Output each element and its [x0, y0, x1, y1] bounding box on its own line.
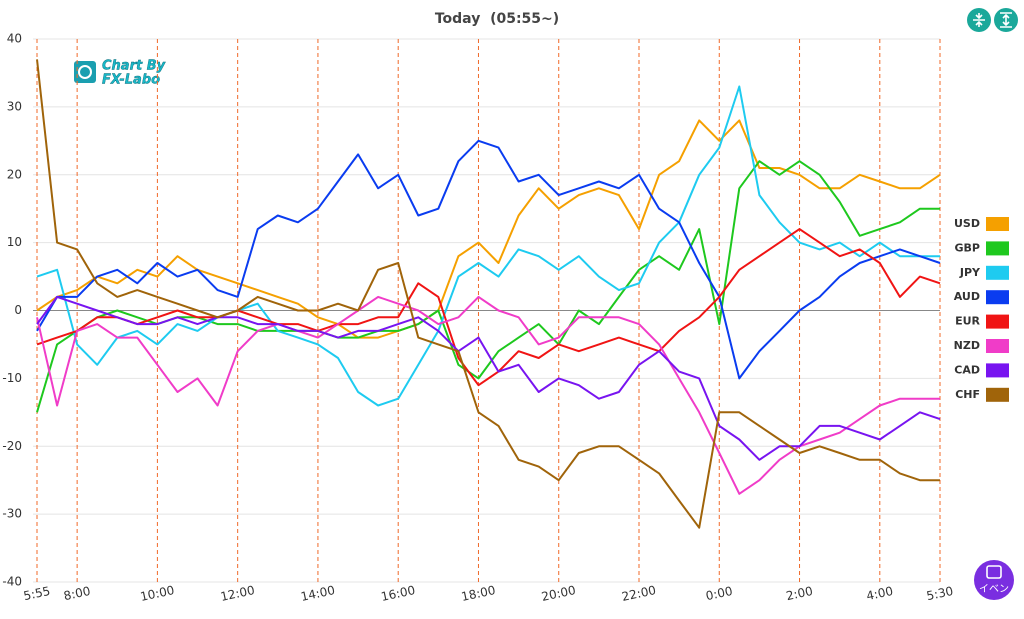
series-line	[36, 228, 941, 387]
series-line	[36, 85, 940, 407]
watermark-text: Chart By	[102, 59, 166, 74]
legend: USD GBP JPY AUD EUR NZD CAD CHF	[954, 217, 1009, 402]
legend-swatch	[986, 290, 1009, 305]
x-tick-label: 20:00	[540, 583, 577, 604]
y-tick-label: 10	[7, 235, 22, 249]
x-tick-label: 16:00	[380, 583, 417, 604]
event-button-label: イベン	[979, 583, 1009, 595]
x-tick-label: 14:00	[299, 583, 336, 604]
y-tick-label: -10	[2, 371, 22, 385]
x-tick-label: 10:00	[139, 583, 176, 604]
x-tick-label: 5:55	[22, 584, 51, 603]
legend-label: GBP	[955, 241, 980, 254]
legend-label: NZD	[954, 339, 980, 352]
series-line	[36, 295, 940, 495]
watermark-logo	[74, 61, 96, 83]
legend-label: CAD	[954, 363, 980, 376]
legend-swatch	[986, 387, 1009, 402]
watermark-logo-icon	[78, 65, 92, 79]
legend-swatch	[986, 339, 1009, 353]
y-tick-label: 40	[7, 32, 22, 46]
y-tick-label: 0	[14, 303, 22, 317]
chart-title: Today (05:55~)	[435, 11, 559, 27]
legend-label: JPY	[959, 266, 981, 279]
x-tick-label: 2:00	[785, 584, 814, 603]
legend-swatch	[986, 241, 1009, 256]
x-tick-label: 18:00	[460, 583, 497, 604]
grid	[33, 38, 941, 583]
x-tick-label: 0:00	[705, 584, 734, 603]
legend-label: CHF	[955, 388, 980, 401]
legend-swatch	[986, 363, 1009, 378]
series-line	[36, 119, 941, 339]
x-tick-label: 4:00	[865, 584, 894, 603]
legend-label: USD	[954, 217, 980, 230]
watermark-text: FX-Labo	[102, 73, 160, 88]
series-line	[36, 59, 940, 529]
x-tick-label: 12:00	[219, 583, 256, 604]
collapse-icon	[973, 13, 985, 27]
legend-label: EUR	[955, 315, 980, 328]
y-tick-label: 20	[7, 167, 22, 181]
legend-label: AUD	[954, 290, 980, 303]
legend-swatch	[986, 217, 1009, 231]
x-tick-label: 5:30	[925, 584, 954, 603]
watermark: Chart By FX-Labo	[74, 58, 166, 88]
y-tick-label: 30	[7, 99, 22, 113]
legend-swatch	[986, 314, 1009, 329]
event-icon	[986, 565, 1002, 579]
legend-swatch	[986, 265, 1009, 280]
y-tick-label: -20	[2, 439, 22, 453]
y-tick-label: -30	[2, 507, 22, 521]
event-button-bg[interactable]	[974, 560, 1014, 600]
x-tick-label: 8:00	[62, 584, 91, 603]
toolbar	[967, 8, 1018, 32]
expand-icon	[1000, 12, 1012, 28]
y-tick-label: -40	[2, 575, 22, 589]
x-tick-label: 22:00	[621, 583, 658, 604]
series-line	[36, 139, 941, 380]
event-button[interactable]: イベン	[974, 560, 1014, 600]
series-line	[36, 160, 940, 413]
